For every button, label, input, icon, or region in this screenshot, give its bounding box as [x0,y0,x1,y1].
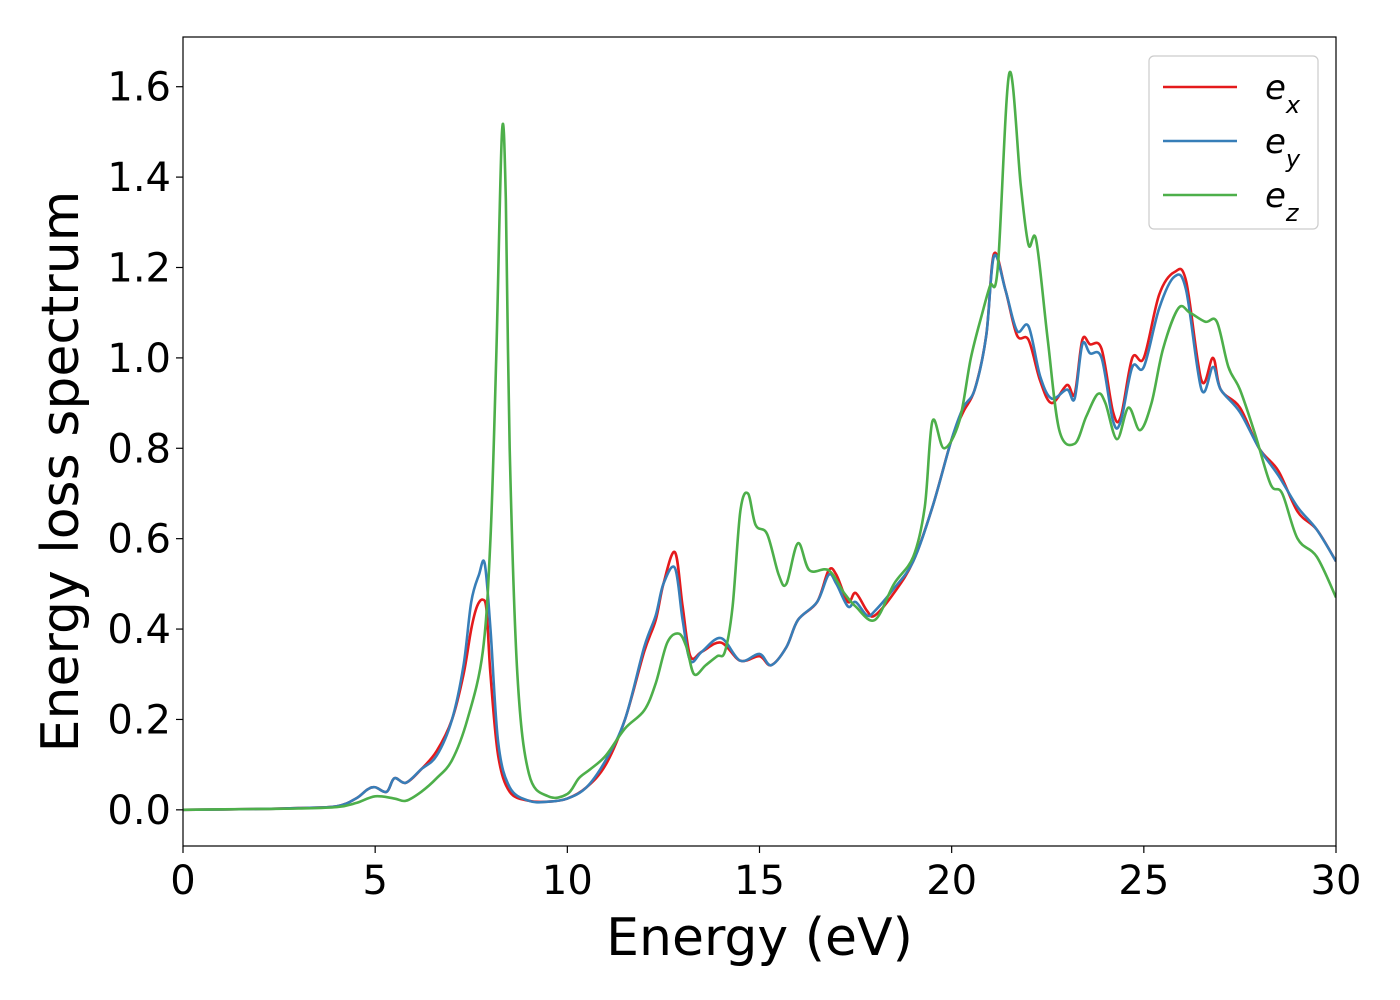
series-line-e-y [183,253,1336,812]
series-lines [183,70,1336,812]
y-tick-label: 1.6 [107,65,171,111]
series-line-e-z [183,70,1336,812]
y-tick-label: 1.0 [107,336,171,382]
y-tick-label: 0.0 [107,788,171,834]
y-axis-ticks: 0.0 0.2 0.4 0.6 0.8 1.0 1.2 1.4 1.6 [107,65,183,834]
y-tick-label: 0.6 [107,517,171,563]
y-tick-label: 1.2 [107,245,171,291]
y-axis-title: Energy loss spectrum [31,191,91,753]
legend-box [1148,55,1319,230]
legend-label: ex [1265,68,1301,119]
y-tick-label: 0.4 [107,607,171,653]
x-tick-label: 10 [542,858,593,904]
legend-label: ey [1265,122,1301,173]
x-tick-label: 5 [362,858,387,904]
x-tick-label: 25 [1118,858,1169,904]
y-tick-label: 0.8 [107,426,171,472]
x-axis-title: Energy (eV) [606,908,913,968]
x-tick-label: 0 [170,858,195,904]
x-tick-label: 30 [1311,858,1362,904]
y-tick-label: 1.4 [107,155,171,201]
y-tick-label: 0.2 [107,697,171,743]
x-tick-label: 15 [734,858,785,904]
x-tick-label: 20 [926,858,977,904]
legend-label: ez [1265,176,1300,227]
x-axis-ticks: 0 5 10 15 20 25 30 [170,846,1361,904]
